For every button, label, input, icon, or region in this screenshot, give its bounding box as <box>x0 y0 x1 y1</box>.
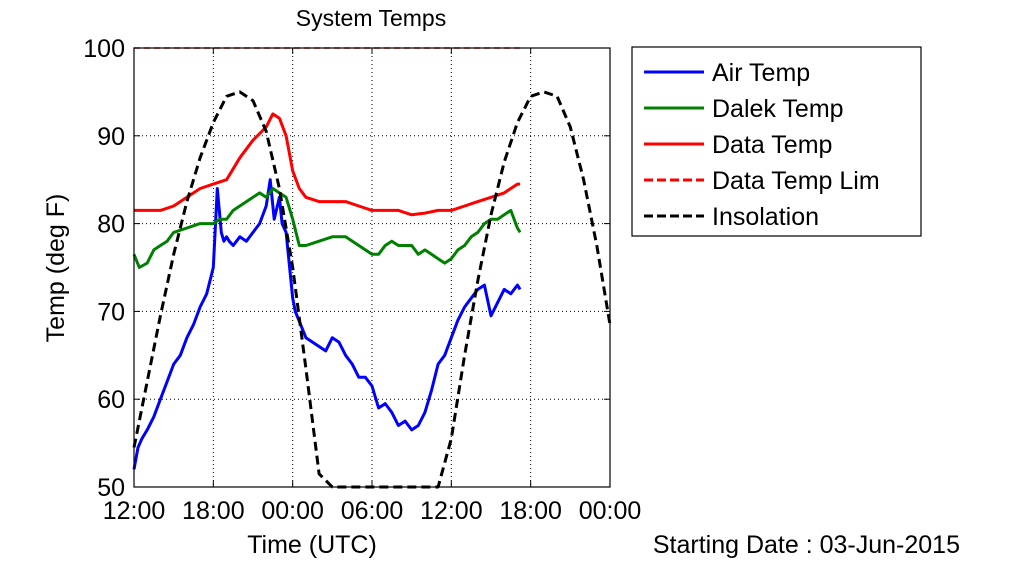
x-tick-label: 06:00 <box>341 497 404 525</box>
legend: Air Temp Dalek Temp Data Temp Data Temp Lim… <box>631 46 922 237</box>
y-tick-label: 80 <box>97 211 125 239</box>
legend-label: Data Temp Lim <box>712 167 880 195</box>
x-tick-label: 00:00 <box>579 497 642 525</box>
x-tick-label: 18:00 <box>182 497 245 525</box>
y-tick-label: 90 <box>97 123 125 151</box>
legend-label: Air Temp <box>712 59 810 87</box>
legend-label: Dalek Temp <box>712 95 844 123</box>
x-axis-label: Time (UTC) <box>247 531 377 559</box>
y-tick-label: 50 <box>97 474 125 502</box>
y-tick-label: 70 <box>97 298 125 326</box>
x-tick-label: 18:00 <box>499 497 562 525</box>
x-tick-label: 12:00 <box>103 497 166 525</box>
legend-label: Insolation <box>712 203 819 231</box>
series-line-data-temp <box>134 112 521 217</box>
series-line-dalek-temp <box>132 187 522 269</box>
x-tick-label: 00:00 <box>261 497 324 525</box>
chart-title: System Temps <box>296 5 446 31</box>
legend-box <box>631 46 922 237</box>
y-tick-label: 100 <box>83 35 125 63</box>
series-line-air-temp <box>132 178 522 470</box>
legend-label: Data Temp <box>712 131 832 159</box>
plot-area: 12:00 18:00 00:00 06:00 12:00 18:00 00:00 50 60 7… <box>83 35 641 525</box>
starting-date-footnote: Starting Date : 03-Jun-2015 <box>653 531 960 559</box>
x-tick-label: 12:00 <box>420 497 483 525</box>
plot-background <box>134 48 610 487</box>
y-axis-label: Temp (deg F) <box>42 194 70 343</box>
y-tick-label: 60 <box>97 386 125 414</box>
